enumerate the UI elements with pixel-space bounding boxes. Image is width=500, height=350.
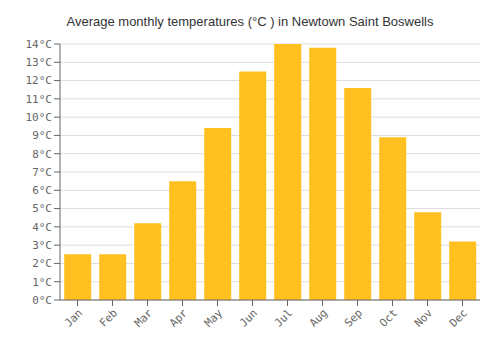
svg-text:10°C: 10°C <box>26 111 53 124</box>
svg-text:Dec: Dec <box>447 306 470 329</box>
svg-text:2°C: 2°C <box>32 257 52 270</box>
svg-text:Oct: Oct <box>377 306 400 329</box>
svg-text:8°C: 8°C <box>32 148 52 161</box>
svg-text:11°C: 11°C <box>26 93 53 106</box>
svg-text:7°C: 7°C <box>32 166 52 179</box>
svg-text:Apr: Apr <box>167 306 191 330</box>
svg-text:Aug: Aug <box>307 306 330 329</box>
html-text:Average monthly temperatures (: Average monthly temperatures (°C ) in Ne… <box>66 14 434 29</box>
svg-text:Jun: Jun <box>237 306 260 329</box>
svg-text:Jan: Jan <box>62 306 85 329</box>
svg-text:Feb: Feb <box>97 306 120 329</box>
svg-text:4°C: 4°C <box>32 221 52 234</box>
svg-text:Nov: Nov <box>412 306 436 330</box>
svg-text:1°C: 1°C <box>32 276 52 289</box>
svg-text:9°C: 9°C <box>32 129 52 142</box>
svg-text:12°C: 12°C <box>26 74 53 87</box>
svg-text:May: May <box>202 306 226 330</box>
svg-text:13°C: 13°C <box>26 56 53 69</box>
svg-text:14°C: 14°C <box>26 38 53 51</box>
svg-text:6°C: 6°C <box>32 184 52 197</box>
svg-text:3°C: 3°C <box>32 239 52 252</box>
svg-text:Mar: Mar <box>132 306 156 330</box>
svg-text:5°C: 5°C <box>32 202 52 215</box>
svg-text:0°C: 0°C <box>32 294 52 307</box>
svg-text:Sep: Sep <box>342 306 365 329</box>
svg-text:Jul: Jul <box>272 306 295 329</box>
